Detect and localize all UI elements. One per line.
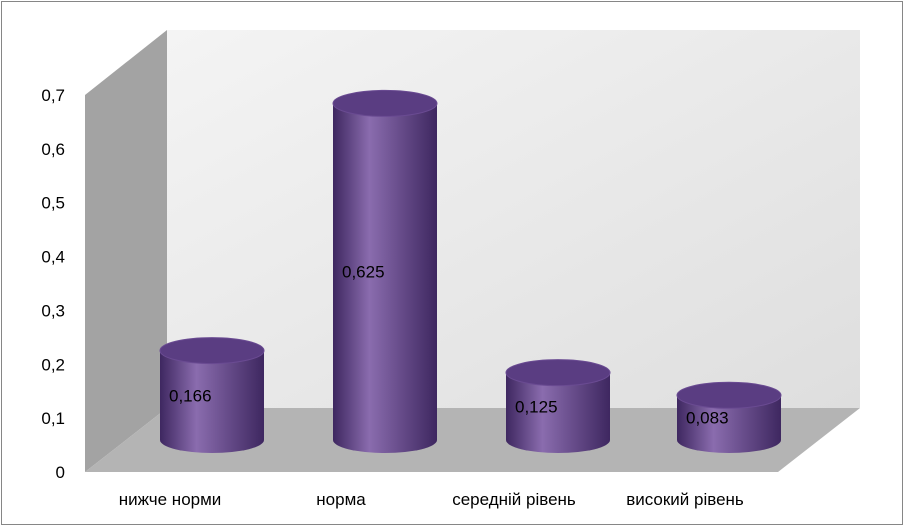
y-tick-label: 0,6 [41, 140, 65, 159]
bar-body [160, 350, 264, 453]
data-label: 0,625 [342, 263, 385, 282]
bar-top [332, 89, 438, 117]
x-tick-label: середній рівень [452, 490, 576, 509]
data-label: 0,083 [686, 409, 729, 428]
bar-2: 0,625 [332, 89, 438, 454]
y-tick-label: 0 [56, 463, 65, 482]
bar-body [333, 103, 437, 454]
x-axis: нижче норми норма середній рівень високий р… [119, 490, 744, 509]
y-tick-label: 0,2 [41, 355, 65, 374]
y-tick-label: 0,7 [41, 86, 65, 105]
y-tick-label: 0,5 [41, 194, 65, 213]
y-tick-label: 0,1 [41, 409, 65, 428]
floor [85, 408, 860, 472]
bars: 0,166 0,625 0,125 0,083 [159, 89, 782, 454]
data-label: 0,166 [169, 386, 212, 405]
bar-top [159, 337, 265, 365]
back-wall [167, 30, 860, 408]
bar-3: 0,125 [505, 359, 611, 453]
bar-top [676, 381, 782, 409]
y-tick-label: 0,4 [41, 248, 65, 267]
data-label: 0,125 [515, 397, 558, 416]
bar-body [506, 372, 610, 453]
bar-4: 0,083 [676, 381, 782, 453]
x-tick-label: нижче норми [119, 490, 222, 509]
y-tick-label: 0,3 [41, 301, 65, 320]
bar-1: 0,166 [159, 337, 265, 453]
side-wall [85, 30, 167, 472]
bar-body [677, 395, 781, 453]
x-tick-label: норма [316, 490, 366, 509]
bar-top [505, 359, 611, 387]
x-tick-label: високий рівень [626, 490, 744, 509]
y-axis: 0 0,1 0,2 0,3 0,4 0,5 0,6 0,7 [41, 86, 65, 482]
